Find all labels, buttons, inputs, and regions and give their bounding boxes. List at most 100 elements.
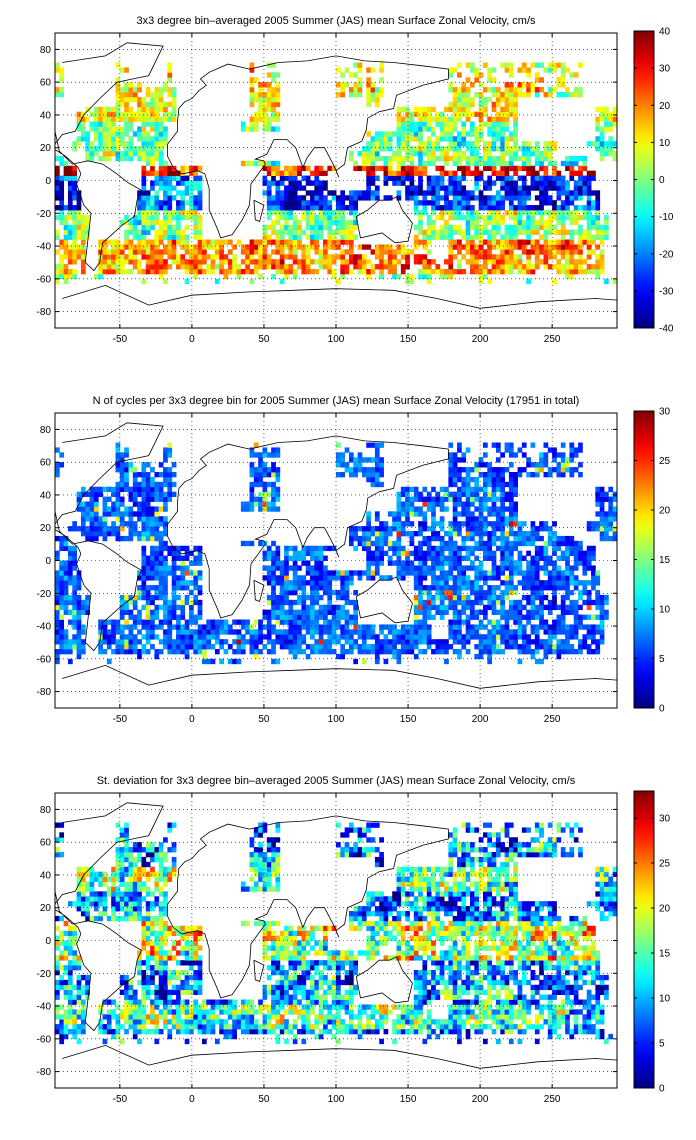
- bin-cell: [526, 229, 531, 235]
- bin-cell: [457, 155, 462, 162]
- bin-cell: [262, 462, 268, 468]
- bin-cell: [439, 550, 445, 556]
- bin-cell: [465, 619, 471, 625]
- bin-cell: [465, 467, 471, 473]
- bin-cell: [604, 278, 609, 285]
- bin-cell: [262, 447, 268, 453]
- bin-cell: [137, 506, 142, 512]
- bin-cell: [145, 634, 151, 640]
- bin-cell: [158, 496, 164, 502]
- bin-cell: [461, 570, 467, 576]
- bin-cell: [331, 229, 337, 235]
- bin-cell: [565, 249, 570, 255]
- bin-cell: [137, 210, 142, 216]
- bin-cell: [292, 269, 298, 275]
- bin-cell: [344, 570, 350, 576]
- bin-cell: [271, 219, 276, 226]
- bin-cell: [163, 214, 168, 221]
- bin-cell: [158, 264, 164, 270]
- bin-cell: [534, 146, 540, 152]
- bin-cell: [336, 604, 341, 611]
- bin-cell: [158, 141, 164, 147]
- bin-cell: [266, 214, 272, 221]
- bin-cell: [487, 160, 493, 167]
- bin-cell: [163, 481, 168, 488]
- colorbar-tick-label: -40: [659, 324, 674, 335]
- bin-cell: [145, 87, 151, 93]
- bin-cell: [318, 555, 324, 561]
- bin-cell: [284, 619, 289, 625]
- bin-cell: [340, 190, 346, 196]
- bin-cell: [85, 516, 90, 522]
- bin-cell: [383, 160, 389, 167]
- bin-cell: [344, 447, 350, 453]
- bin-cell: [67, 545, 73, 552]
- bin-cell: [301, 545, 307, 552]
- bin-cell: [370, 67, 376, 73]
- bin-cell: [102, 116, 108, 122]
- bin-cell: [279, 575, 285, 581]
- bin-cell: [150, 151, 155, 157]
- bin-cell: [487, 511, 493, 517]
- bin-cell: [76, 526, 82, 532]
- bin-cell: [357, 624, 363, 630]
- bin-cell: [448, 214, 454, 221]
- bin-cell: [63, 609, 69, 615]
- bin-cell: [465, 501, 471, 507]
- bin-cell: [292, 590, 298, 596]
- bin-cell: [374, 457, 380, 463]
- bin-cell: [534, 141, 540, 147]
- bin-cell: [279, 170, 285, 176]
- bin-cell: [495, 486, 501, 493]
- bin-cell: [301, 614, 307, 620]
- bin-cell: [59, 219, 65, 226]
- bin-cell: [266, 619, 272, 625]
- bin-cell: [336, 609, 341, 615]
- bin-cell: [145, 170, 151, 176]
- bin-cell: [366, 555, 371, 561]
- bin-cell: [400, 175, 406, 181]
- bin-cell: [465, 249, 471, 255]
- bin-cell: [171, 609, 177, 615]
- bin-cell: [495, 264, 501, 270]
- bin-cell: [435, 180, 441, 186]
- bin-cell: [370, 526, 376, 532]
- bin-cell: [336, 462, 341, 468]
- bin-cell: [141, 516, 147, 522]
- bin-cell: [400, 550, 406, 556]
- bin-cell: [67, 599, 73, 606]
- bin-cell: [163, 165, 168, 172]
- bin-cell: [288, 224, 294, 231]
- bin-cell: [534, 195, 540, 201]
- bin-cell: [396, 180, 402, 186]
- bin-cell: [452, 511, 458, 517]
- bin-cell: [435, 175, 441, 181]
- bin-cell: [560, 229, 566, 235]
- bin-cell: [470, 511, 475, 517]
- bin-cell: [474, 575, 480, 581]
- bin-cell: [487, 151, 493, 157]
- bin-cell: [465, 155, 471, 162]
- bin-cell: [547, 67, 553, 73]
- bin-cell: [232, 244, 237, 250]
- bin-cell: [431, 531, 436, 537]
- bin-cell: [219, 624, 224, 630]
- bin-cell: [461, 111, 467, 117]
- bin-cell: [457, 550, 462, 556]
- bin-cell: [374, 151, 380, 157]
- bin-cell: [431, 614, 436, 620]
- bin-cell: [452, 121, 458, 127]
- bin-cell: [189, 590, 194, 596]
- bin-cell: [374, 131, 380, 137]
- bin-cell: [439, 560, 445, 566]
- bin-cell: [444, 126, 449, 132]
- bin-cell: [137, 239, 142, 245]
- bin-cell: [124, 229, 129, 235]
- bin-cell: [491, 531, 497, 537]
- bin-cell: [457, 496, 462, 502]
- bin-cell: [521, 82, 527, 88]
- bin-cell: [318, 219, 324, 226]
- bin-cell: [461, 585, 467, 591]
- bin-cell: [569, 244, 575, 250]
- bin-cell: [128, 121, 134, 127]
